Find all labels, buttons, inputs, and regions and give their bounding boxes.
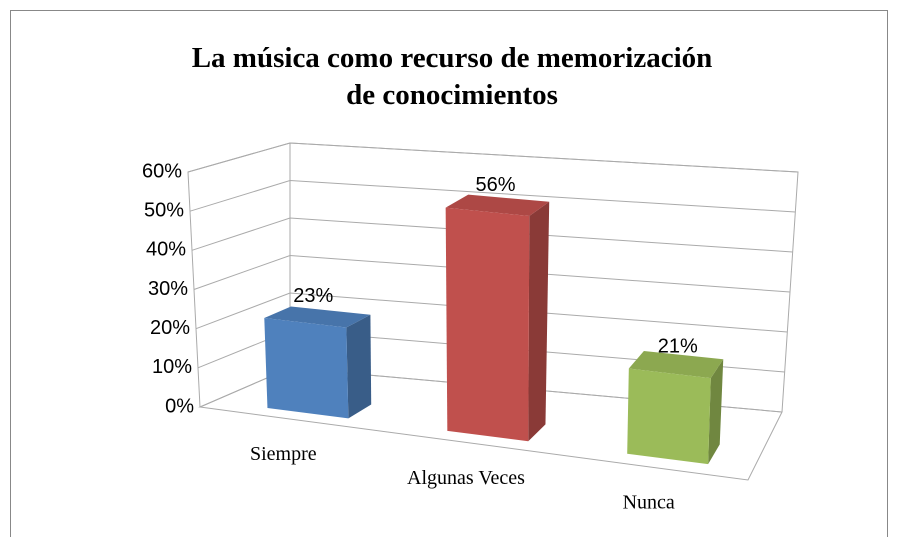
y-tick-label: 30% (148, 278, 188, 300)
y-tick-label: 0% (165, 395, 194, 417)
bar-top (628, 351, 724, 379)
y-tick-label: 10% (152, 356, 192, 378)
bar-side (708, 359, 724, 465)
bar-top (264, 306, 371, 328)
x-tick-label: Nunca (623, 491, 675, 513)
x-tick-label: Siempre (250, 443, 317, 465)
bar-front (264, 317, 349, 419)
value-label: 23% (293, 285, 333, 307)
value-label: 56% (475, 174, 515, 196)
value-label: 21% (658, 336, 698, 358)
x-tick-label: Algunas Veces (407, 467, 525, 489)
bar-side (346, 314, 372, 419)
bar-top (445, 194, 550, 217)
grid-line (195, 292, 788, 333)
bar-front (445, 207, 530, 442)
bar (264, 306, 372, 419)
grid-line (189, 179, 796, 213)
y-tick-label: 20% (150, 317, 190, 339)
y-tick-label: 60% (142, 160, 182, 182)
chart-title: La música como recurso de memorización de… (192, 42, 713, 111)
grid-line (187, 142, 799, 173)
grid-line (191, 217, 793, 253)
y-tick-label: 40% (146, 239, 186, 261)
grid-line (193, 254, 791, 293)
bar (627, 351, 724, 465)
bar-side (528, 201, 550, 442)
y-tick-label: 50% (144, 199, 184, 221)
bar (445, 194, 550, 442)
bar-front (627, 368, 711, 465)
